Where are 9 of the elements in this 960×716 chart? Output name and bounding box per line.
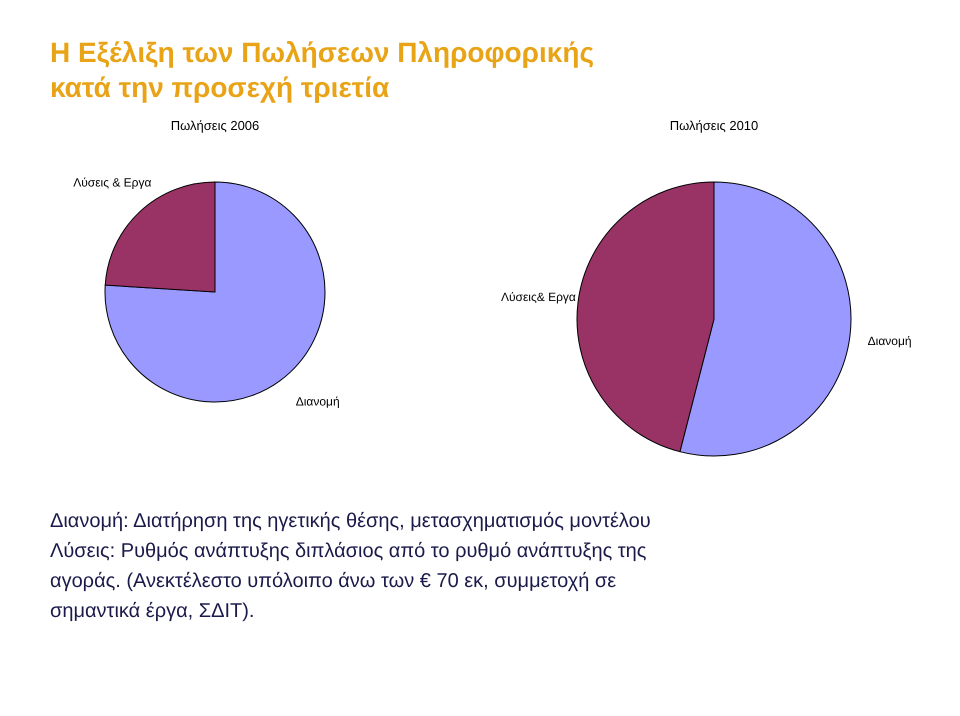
slice-label: Λύσεις& Εργα	[500, 290, 576, 304]
slice-label: Διανομή	[868, 334, 912, 348]
text: Η Εξέλιξη των Πωλήσεων Πληροφορικής κατά την προσεχή τριετία	[50, 37, 594, 103]
slice-label: Λύσεις & Εργα	[73, 176, 152, 190]
text: Διανομή: Διατήρηση της ηγετικής θέσης, μετασχηματισμός μοντέλου	[50, 510, 651, 532]
text: Λύσεις: Ρυθμός ανάπτυξης διπλάσιος από το ρυθμό ανάπτυξης της αγοράς. (Ανεκτέλεστο υπόλοιπο άνω των € 70 εκ, συμμετοχή σε σημαντικά έργα, ΣΔΙΤ).	[50, 540, 647, 622]
chart-title: Πωλήσεις 2006	[170, 118, 260, 133]
slice-label: Διανομή	[296, 394, 340, 408]
chart-title: Πωλήσεις 2010	[670, 118, 758, 133]
